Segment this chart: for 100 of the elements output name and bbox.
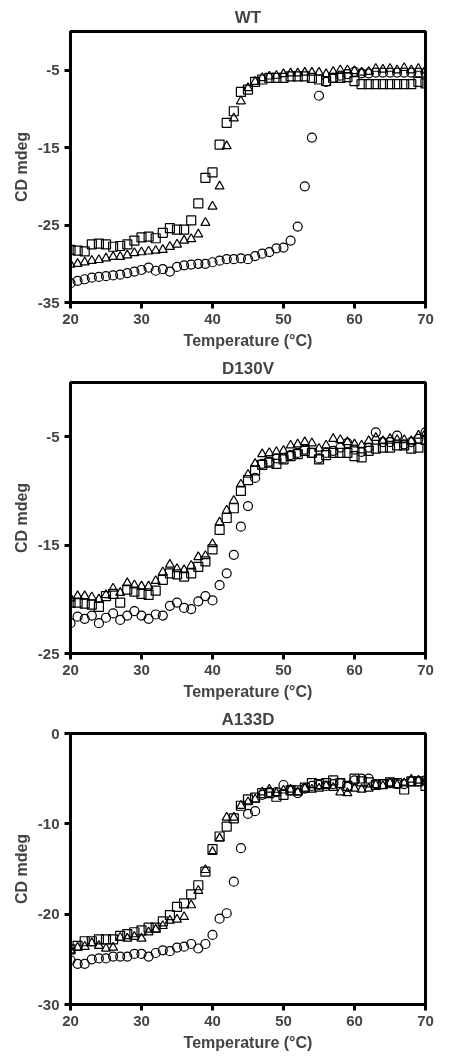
point — [86, 599, 97, 610]
y-tick-label: -25 — [37, 216, 60, 234]
point — [115, 269, 126, 280]
point — [157, 244, 168, 254]
point — [143, 589, 154, 601]
point — [235, 485, 246, 496]
point — [108, 934, 119, 945]
point — [93, 593, 104, 603]
point — [193, 258, 204, 269]
point — [164, 223, 175, 234]
point — [278, 68, 289, 78]
point — [335, 786, 346, 796]
x-tick-label: 20 — [62, 660, 79, 678]
point — [115, 597, 126, 608]
point — [257, 248, 268, 259]
point — [292, 67, 303, 77]
point — [399, 434, 410, 444]
point — [164, 914, 175, 924]
point — [108, 941, 119, 951]
point — [200, 258, 211, 269]
point — [86, 591, 97, 601]
point — [235, 253, 246, 264]
x-tick-label: 40 — [204, 660, 221, 678]
point — [122, 928, 133, 940]
chart-title: A133D — [221, 709, 275, 729]
point — [164, 946, 175, 957]
point — [193, 561, 204, 572]
point — [377, 63, 388, 73]
x-tick-label: 30 — [133, 660, 150, 678]
point — [86, 272, 97, 283]
x-tick-label: 30 — [133, 1011, 150, 1029]
point — [93, 238, 104, 249]
point — [115, 240, 126, 252]
point — [363, 435, 374, 445]
point — [342, 64, 353, 74]
point — [86, 239, 97, 250]
point — [271, 243, 282, 254]
point — [235, 478, 246, 488]
point — [313, 442, 325, 452]
point — [164, 266, 175, 277]
point — [122, 267, 133, 279]
point — [186, 938, 197, 950]
point — [186, 559, 197, 569]
point — [264, 72, 275, 84]
point — [179, 898, 190, 909]
point — [313, 782, 325, 792]
point — [221, 512, 232, 524]
point — [384, 79, 396, 90]
x-tick-label: 50 — [275, 1011, 292, 1029]
x-tick-label: 60 — [346, 309, 363, 327]
point — [356, 446, 367, 457]
point — [164, 558, 175, 568]
point — [406, 67, 417, 78]
point — [171, 238, 183, 248]
point — [328, 433, 339, 443]
point — [164, 909, 175, 921]
point — [242, 808, 254, 819]
point — [186, 215, 197, 226]
point — [143, 580, 154, 590]
point — [349, 75, 360, 87]
point — [143, 245, 154, 255]
chart-title: WT — [234, 7, 262, 27]
point — [377, 442, 388, 453]
point — [356, 79, 367, 90]
point — [79, 613, 90, 624]
point — [186, 259, 197, 270]
point — [171, 224, 183, 235]
chart-title: D130V — [222, 358, 275, 378]
x-tick-label: 30 — [133, 309, 150, 327]
point — [207, 595, 218, 606]
point — [413, 442, 424, 453]
point — [214, 580, 225, 591]
point — [129, 579, 140, 589]
point — [321, 439, 332, 449]
point — [228, 503, 239, 514]
point — [72, 958, 83, 969]
point — [399, 79, 410, 90]
y-tick-label: -5 — [46, 427, 60, 445]
x-tick-label: 20 — [62, 309, 79, 327]
point — [221, 811, 232, 821]
point — [171, 569, 183, 580]
point — [214, 913, 225, 924]
point — [363, 79, 374, 90]
point — [392, 67, 403, 78]
point — [72, 257, 83, 267]
point — [413, 62, 424, 72]
point — [328, 775, 339, 786]
point — [93, 254, 104, 264]
point — [186, 568, 197, 579]
point — [250, 458, 261, 467]
point — [306, 72, 317, 84]
point — [235, 95, 246, 105]
point — [228, 254, 239, 265]
point — [157, 610, 168, 621]
point — [93, 934, 104, 945]
point — [108, 608, 119, 619]
point — [228, 106, 239, 117]
point — [129, 586, 140, 597]
y-tick-label: -35 — [37, 293, 60, 311]
point — [299, 66, 310, 76]
